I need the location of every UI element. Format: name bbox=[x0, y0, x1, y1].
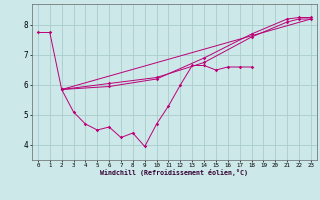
X-axis label: Windchill (Refroidissement éolien,°C): Windchill (Refroidissement éolien,°C) bbox=[100, 169, 248, 176]
